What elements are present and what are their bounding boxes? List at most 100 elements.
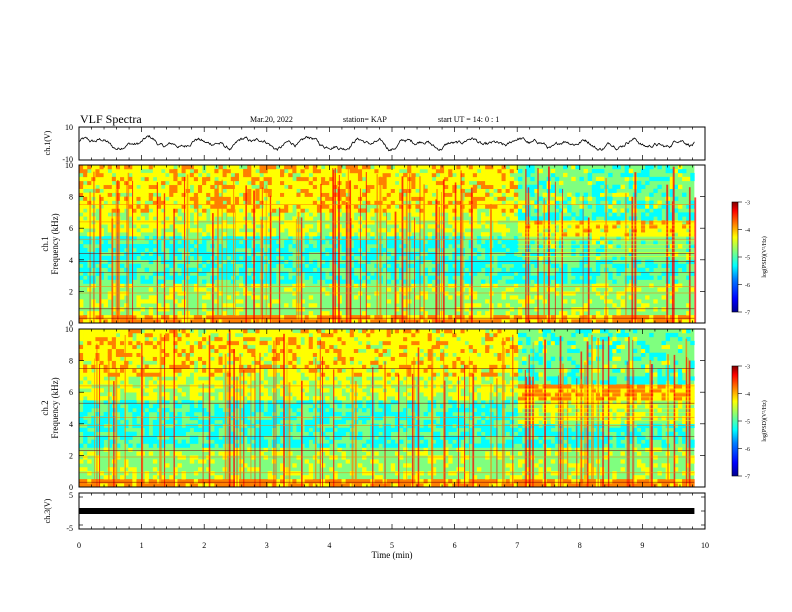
spectrogram-cell bbox=[280, 388, 285, 393]
spectrogram-cell bbox=[173, 208, 178, 213]
spectrogram-cell bbox=[271, 200, 277, 205]
spectrogram-cell bbox=[238, 411, 244, 417]
spectrogram-cell bbox=[222, 208, 227, 213]
spectrogram-cell bbox=[247, 204, 252, 209]
spectrogram-cell bbox=[177, 344, 182, 350]
spectrogram-cell bbox=[259, 176, 264, 182]
spectrogram-cell bbox=[530, 224, 535, 229]
spectrogram-cell bbox=[440, 192, 445, 197]
spectrogram-cell bbox=[243, 168, 248, 174]
spectrogram-cell bbox=[95, 479, 100, 484]
spectrogram-cell bbox=[189, 336, 195, 342]
spectrogram-streak bbox=[334, 168, 336, 323]
spectrogram-cell bbox=[284, 344, 289, 350]
spectrogram-cell bbox=[657, 315, 662, 320]
spectrogram-cell bbox=[197, 404, 203, 409]
spectrogram-cell bbox=[452, 208, 457, 213]
spectrogram-cell bbox=[513, 247, 519, 253]
spectrogram-cell bbox=[600, 168, 605, 174]
spectrogram-cell bbox=[304, 315, 310, 320]
spectrogram-cell bbox=[472, 224, 478, 229]
spectrogram-cell bbox=[251, 467, 256, 472]
spectrogram-cell bbox=[95, 463, 100, 468]
spectrogram-cell bbox=[169, 419, 174, 425]
spectrogram-cell bbox=[169, 196, 174, 201]
spectrogram-cell bbox=[686, 216, 691, 221]
spectrogram-cell bbox=[624, 165, 630, 170]
spectrogram-cell bbox=[271, 275, 277, 280]
spectrogram-cell bbox=[156, 165, 162, 170]
spectrogram-cell bbox=[259, 431, 264, 436]
spectrogram-cell bbox=[284, 329, 289, 334]
spectrogram-cell bbox=[423, 180, 428, 186]
spectrogram-cell bbox=[79, 329, 84, 334]
spectrogram-cell bbox=[99, 165, 104, 170]
spectrogram-cell bbox=[600, 176, 605, 182]
spectrogram-cell bbox=[107, 411, 113, 417]
spectrogram-cell bbox=[390, 267, 396, 272]
spectrogram-cell bbox=[177, 415, 182, 421]
spectrogram-cell bbox=[558, 196, 564, 201]
spectrogram-cell bbox=[103, 192, 109, 197]
spectrogram-cell bbox=[120, 255, 125, 261]
spectrogram-cell bbox=[423, 208, 428, 213]
spectrogram-cell bbox=[87, 204, 92, 209]
spectrogram-cell bbox=[222, 232, 227, 237]
spectrogram-cell bbox=[403, 291, 408, 296]
spectrogram-cell bbox=[140, 244, 145, 249]
spectrogram-cell bbox=[255, 439, 260, 444]
spectrogram-cell bbox=[366, 165, 371, 170]
spectrogram-cell bbox=[308, 208, 314, 213]
spectrogram-cell bbox=[673, 283, 679, 288]
spectrogram-cell bbox=[214, 372, 219, 377]
spectrogram-cell bbox=[497, 271, 502, 276]
spectrogram-cell bbox=[362, 263, 367, 268]
spectrogram-cell bbox=[612, 279, 617, 284]
spectrogram-cell bbox=[509, 192, 515, 197]
spectrogram-cell bbox=[120, 340, 125, 346]
spectrogram-cell bbox=[271, 259, 277, 265]
spectrogram-cell bbox=[403, 263, 408, 268]
spectrogram-cell bbox=[386, 200, 392, 205]
spectrogram-cell bbox=[522, 251, 527, 257]
spectrogram-cell bbox=[398, 275, 404, 280]
spectrogram-cell bbox=[591, 212, 597, 217]
spectrogram-cell bbox=[193, 165, 199, 170]
spectrogram-cell bbox=[148, 165, 154, 170]
spectrogram-cell bbox=[435, 176, 441, 182]
spectrogram-cell bbox=[230, 439, 236, 444]
spectrogram-cell bbox=[173, 244, 178, 249]
spectrogram-cell bbox=[284, 244, 289, 249]
spectrogram-cell bbox=[255, 228, 260, 233]
spectrogram-cell bbox=[144, 344, 150, 350]
spectrogram-cell bbox=[288, 208, 293, 213]
spectrogram-cell bbox=[357, 172, 363, 178]
spectrogram-cell bbox=[103, 204, 109, 209]
spectrogram-cell bbox=[120, 315, 125, 320]
spectrogram-cell bbox=[193, 329, 199, 334]
spectrogram-cell bbox=[284, 479, 289, 484]
spectrogram-cell bbox=[390, 192, 396, 197]
spectrogram-cell bbox=[456, 192, 461, 197]
spectrogram-cell bbox=[423, 196, 428, 201]
spectrogram-cell bbox=[394, 212, 400, 217]
spectrogram-cell bbox=[210, 364, 215, 369]
spectrogram-cell bbox=[534, 283, 539, 288]
spectrogram-cell bbox=[103, 180, 109, 186]
spectrogram-cell bbox=[686, 176, 691, 182]
spectrogram-cell bbox=[300, 228, 305, 233]
spectrogram-cell bbox=[128, 329, 133, 334]
spectrogram-cell bbox=[136, 224, 141, 229]
spectrogram-cell bbox=[107, 415, 113, 421]
spectrogram-cell bbox=[259, 451, 264, 456]
spectrogram-cell bbox=[415, 259, 420, 265]
spectrogram-cell bbox=[349, 216, 355, 221]
spectrogram-cell bbox=[115, 427, 121, 432]
spectrogram-cell bbox=[222, 168, 227, 174]
spectrogram-cell bbox=[563, 271, 568, 276]
spectrogram-cell bbox=[378, 168, 383, 174]
spectrogram-cell bbox=[390, 275, 396, 280]
spectrogram-cell bbox=[456, 212, 461, 217]
spectrogram-cell bbox=[472, 303, 478, 308]
spectrogram-cell bbox=[513, 236, 519, 241]
